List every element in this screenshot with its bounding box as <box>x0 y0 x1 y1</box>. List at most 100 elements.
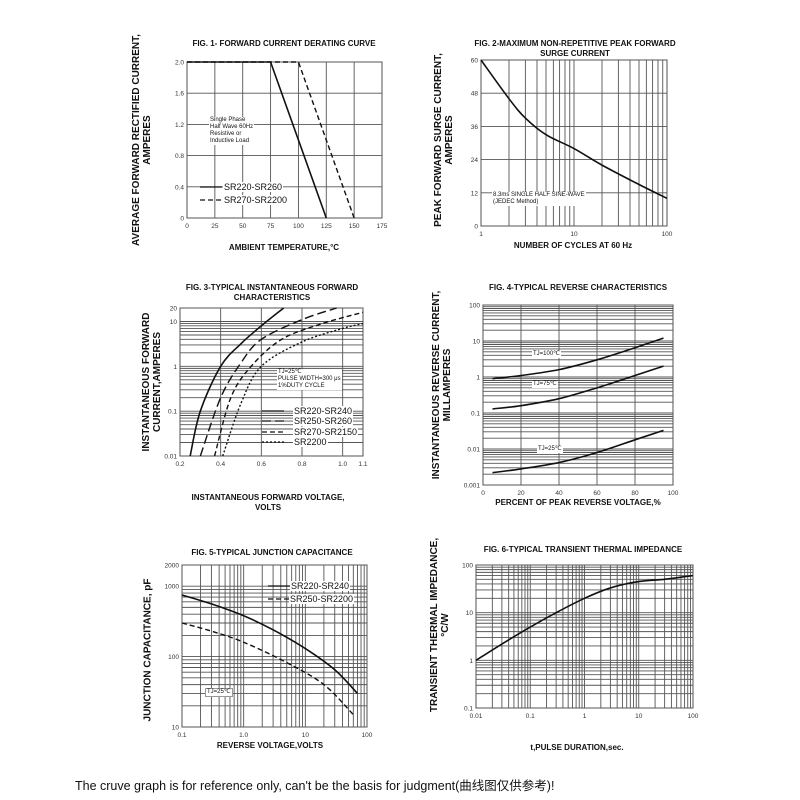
fig1-ytick-label: 0.4 <box>175 184 184 191</box>
fig5-ytick-label: 1000 <box>165 584 180 591</box>
fig2-series-1 <box>480 59 668 200</box>
fig3-legend-1: SR220-SR240 <box>293 406 354 416</box>
fig1-ylabel-line2: AMPERES <box>142 115 153 165</box>
fig3-xtick-label: 0.4 <box>216 461 225 468</box>
fig6-series-1 <box>475 574 694 662</box>
fig1-note: Single Phase Half Wave 60Hz Resistive or In… <box>209 117 255 145</box>
fig5-ytick-label: 100 <box>168 654 179 661</box>
fig3-xlabel-line2: VOLTS <box>254 503 282 512</box>
fig3-ytick-label: 0.1 <box>168 409 177 416</box>
fig1-ylabel: AVERAGE FORWARD RECTIFIED CURRENT, AMPERE… <box>131 34 153 246</box>
fig1-note-line: Inductive Load <box>210 138 250 144</box>
fig1-xtick-label: 25 <box>211 223 219 230</box>
fig5-legend-dashed: SR250-SR2200 <box>289 594 355 604</box>
fig5-legend-solid: SR220-SR240 <box>290 581 351 591</box>
fig6-xlabel: t,PULSE DURATION,sec. <box>530 743 624 752</box>
fig1-xtick-label: 100 <box>293 223 304 230</box>
fig2-title-line2: SURGE CURRENT <box>540 49 610 58</box>
fig3-xtick-label: 0.8 <box>297 461 306 468</box>
fig3-legend-3: SR270-SR2150 <box>293 427 359 437</box>
fig3-ylabel: INSTANTANEOUS FORWARD CURRENT,AMPERES <box>141 313 163 452</box>
fig2-ylabel-line1: PEAK FORWARD SURGE CURRENT, <box>433 53 444 227</box>
fig2-xtick-label: 1 <box>479 231 483 238</box>
fig6-xtick-label: 0.01 <box>470 713 483 720</box>
fig6-ytick-label: 100 <box>462 563 473 570</box>
fig1-legend-solid: SR220-SR260 <box>223 182 284 192</box>
fig3-xtick-label: 1.1 <box>358 461 367 468</box>
fig3-ytick-label: 1 <box>173 364 177 371</box>
fig4-ytick-label: 10 <box>473 339 481 346</box>
fig2-ytick-label: 36 <box>471 124 479 131</box>
fig2-note: 8.3ms SINGLE HALF SINE-WAVE (JEDEC Method… <box>492 192 586 206</box>
fig2-note-line: (JEDEC Method) <box>493 199 539 205</box>
fig5-series-2 <box>181 622 354 716</box>
fig1-xtick-label: 150 <box>349 223 360 230</box>
fig5-xtick-label: 10 <box>302 732 310 739</box>
fig4-ylabel-line2: MILLAMPERES <box>442 348 453 422</box>
fig4-ylabel: INSTANTANEOUS REVERSE CURRENT, MILLAMPERE… <box>431 291 453 480</box>
fig3-ylabel-line1: INSTANTANEOUS FORWARD <box>141 312 152 452</box>
fig3-ytick-label: 10 <box>170 319 178 326</box>
fig5-note: TJ=25℃ <box>205 688 233 697</box>
fig3-series-3 <box>213 311 364 457</box>
fig3-note-line: PULSE WIDTH=300 μs <box>278 376 341 382</box>
fig4-ytick-label: 0.001 <box>464 483 481 490</box>
fig3-legend-2: SR250-SR260 <box>293 416 354 426</box>
fig1-ytick-label: 0.8 <box>175 153 184 160</box>
fig5-xlabel: REVERSE VOLTAGE,VOLTS <box>216 741 324 750</box>
fig4-xtick-label: 60 <box>593 490 601 497</box>
fig2-ylabel-line2: AMPERES <box>444 115 455 165</box>
fig3-xlabel-line1: INSTANTANEOUS FORWARD VOLTAGE, <box>191 493 345 502</box>
fig1-xtick-label: 0 <box>185 223 189 230</box>
fig2-title: FIG. 2-MAXIMUM NON-REPETITIVE PEAK FORWA… <box>474 39 675 59</box>
fig4-ylabel-line1: INSTANTANEOUS REVERSE CURRENT, <box>431 290 442 480</box>
fig1-ylabel-line1: AVERAGE FORWARD RECTIFIED CURRENT, <box>131 34 142 246</box>
fig6-ylabel: TRANSIENT THERMAL IMPEDANCE, °C/W <box>429 538 451 712</box>
fig4-ytick-label: 0.01 <box>467 447 480 454</box>
fig1-ytick-label: 2.0 <box>175 60 184 67</box>
fig2-ytick-label: 0 <box>474 224 478 231</box>
fig3-ytick-label: 0.01 <box>164 454 177 461</box>
fig4-series-3 <box>492 429 664 474</box>
fig4-series-1 <box>492 337 664 380</box>
fig1-note-line: Single Phase <box>210 117 246 123</box>
fig1-xlabel: AMBIENT TEMPERATURE,°C <box>228 243 340 252</box>
fig1-legend-dashed: SR270-SR2200 <box>223 195 289 205</box>
fig5-ytick-label: 10 <box>172 725 180 732</box>
fig3-ylabel-line2: CURRENT,AMPERES <box>152 331 163 433</box>
fig5-plot-area <box>181 564 368 728</box>
fig2-xtick-label: 100 <box>662 231 673 238</box>
fig6-ytick-label: 10 <box>466 610 474 617</box>
fig3-title-line2: CHARACTERISTICS <box>233 293 311 302</box>
fig5-xtick-label: 0.1 <box>177 732 186 739</box>
fig1-note-line: Half Wave 60Hz <box>210 124 254 130</box>
fig1-xtick-label: 50 <box>239 223 247 230</box>
fig3-title-line1: FIG. 3-TYPICAL INSTANTANEOUS FORWARD <box>185 283 359 292</box>
fig3-series-4 <box>222 322 364 457</box>
fig4-xtick-label: 40 <box>555 490 563 497</box>
fig4-title: FIG. 4-TYPICAL REVERSE CHARACTERISTICS <box>488 283 668 292</box>
fig2-ytick-label: 60 <box>471 58 479 65</box>
fig4-xtick-label: 100 <box>668 490 679 497</box>
fig1-ytick-label: 0 <box>180 216 184 223</box>
fig4-label-25: TJ=25℃ <box>537 446 563 453</box>
fig3-title: FIG. 3-TYPICAL INSTANTANEOUS FORWARD CHAR… <box>186 283 358 303</box>
fig4-label-75: TJ=75℃ <box>532 381 558 388</box>
fig3-series-2 <box>199 307 337 457</box>
fig3-note-line: 1%DUTY CYCLE <box>278 383 325 389</box>
fig6-xtick-label: 100 <box>688 713 699 720</box>
fig2-title-line1: FIG. 2-MAXIMUM NON-REPETITIVE PEAK FORWA… <box>474 39 676 48</box>
fig3-xtick-label: 1.0 <box>338 461 347 468</box>
fig6-ytick-label: 1 <box>469 658 473 665</box>
fig4-xtick-label: 0 <box>481 490 485 497</box>
fig2-ytick-label: 24 <box>471 157 479 164</box>
fig6-ytick-label: 0.1 <box>464 706 473 713</box>
fig4-ytick-label: 100 <box>469 303 480 310</box>
fig1-title: FIG. 1- FORWARD CURRENT DERATING CURVE <box>192 39 376 48</box>
fig4-ytick-label: 0.1 <box>471 411 480 418</box>
fig1-xtick-label: 175 <box>377 223 388 230</box>
fig3-xtick-label: 0.6 <box>257 461 266 468</box>
fig1-ytick-label: 1.6 <box>175 91 184 98</box>
fig6-ylabel-line1: TRANSIENT THERMAL IMPEDANCE, <box>429 537 440 713</box>
